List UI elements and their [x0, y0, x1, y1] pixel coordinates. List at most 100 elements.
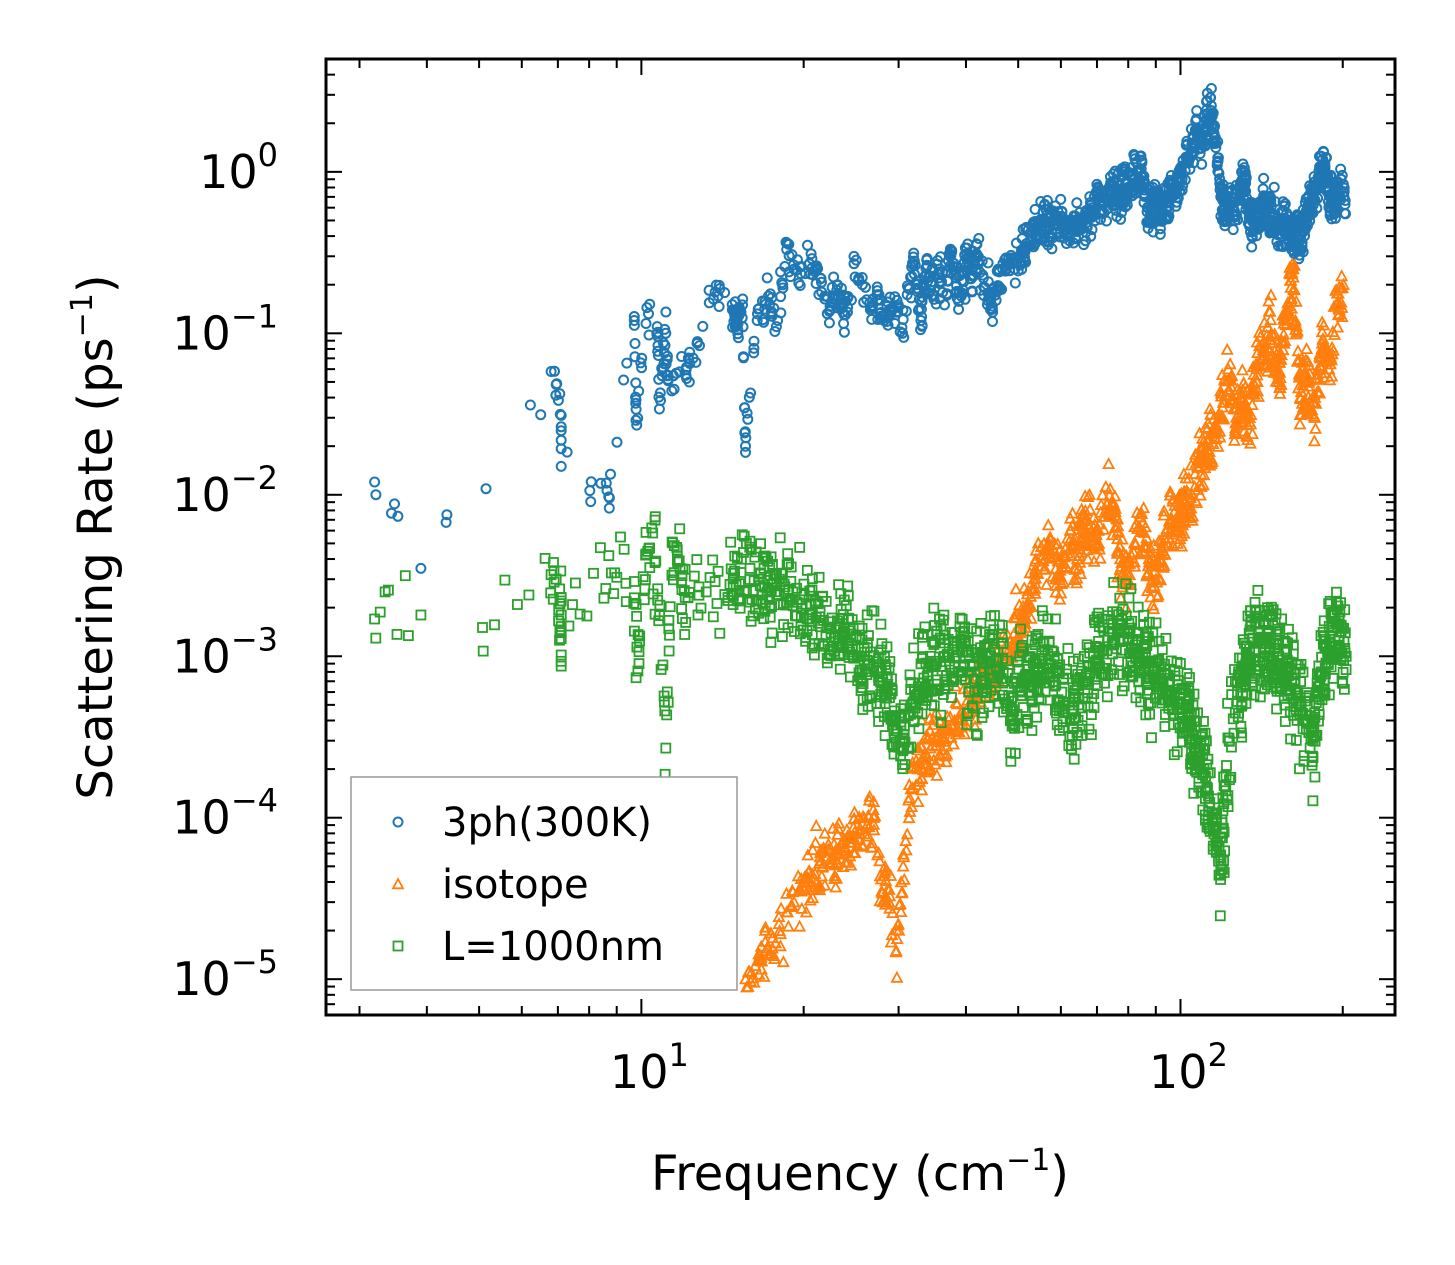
data-point [548, 576, 560, 588]
data-point [555, 649, 567, 661]
data-point [691, 554, 703, 565]
data-point [618, 543, 630, 555]
data-point [1081, 552, 1095, 565]
data-point [1189, 764, 1201, 776]
data-point [935, 709, 947, 721]
data-point [766, 627, 778, 639]
data-point [1009, 256, 1021, 268]
data-point [1263, 619, 1274, 630]
data-point [1287, 282, 1301, 295]
data-point [668, 567, 680, 579]
data-point [944, 260, 956, 272]
data-point [993, 266, 1005, 278]
data-point [574, 608, 586, 620]
data-point [934, 723, 948, 736]
data-point [1108, 668, 1120, 680]
data-point [1193, 488, 1207, 501]
data-point [1276, 335, 1291, 349]
data-point [1190, 115, 1202, 127]
data-point [1308, 421, 1323, 434]
data-point [704, 572, 716, 583]
data-point [932, 734, 947, 747]
data-point [1212, 406, 1226, 420]
data-point [961, 719, 973, 731]
data-point [1037, 206, 1049, 218]
data-point [1012, 265, 1024, 277]
data-point [781, 599, 793, 611]
data-point [1261, 353, 1275, 366]
data-point [766, 292, 778, 304]
data-point [1215, 874, 1226, 885]
data-point [603, 502, 615, 514]
data-point [1175, 539, 1189, 552]
data-point [1218, 207, 1230, 219]
data-point [605, 468, 616, 480]
data-point [832, 290, 844, 302]
data-point [1007, 257, 1019, 269]
data-point [1184, 672, 1195, 683]
data-point [661, 709, 673, 721]
data-point [1037, 562, 1051, 575]
data-point [1155, 661, 1167, 673]
data-point [725, 536, 737, 548]
data-point [830, 857, 844, 870]
data-point [603, 492, 615, 504]
data-point [1261, 625, 1273, 637]
data-point [846, 820, 861, 833]
data-point [1181, 727, 1192, 739]
data-point [663, 615, 675, 626]
data-point [1050, 613, 1061, 625]
data-point [875, 644, 887, 656]
data-point [555, 592, 567, 603]
data-point [794, 542, 806, 553]
data-point [757, 969, 771, 982]
data-point [1182, 138, 1193, 150]
y-tick-label: 10−3 [172, 620, 278, 683]
data-point [629, 351, 641, 363]
data-point [1079, 693, 1091, 704]
data-point [918, 629, 929, 640]
data-point [635, 357, 647, 369]
data-point [758, 920, 773, 933]
data-point [927, 636, 938, 647]
data-point [1097, 522, 1111, 535]
data-point [855, 685, 867, 696]
data-point [1111, 525, 1125, 538]
data-point [1203, 402, 1217, 415]
data-point [1322, 354, 1336, 367]
data-point [995, 638, 1007, 649]
data-point [791, 582, 803, 594]
data-point [795, 901, 809, 914]
data-point [1301, 354, 1315, 367]
data-point [691, 337, 703, 349]
data-point [1191, 105, 1203, 117]
data-point [1314, 150, 1325, 162]
data-point [1034, 539, 1048, 552]
data-point [892, 923, 906, 936]
data-point [1311, 362, 1325, 375]
data-point [630, 391, 642, 403]
data-point [1022, 714, 1033, 725]
data-point [936, 276, 948, 288]
data-point [674, 523, 686, 535]
data-point [932, 753, 946, 766]
data-point [644, 562, 656, 573]
data-point [743, 391, 755, 403]
data-point [477, 645, 489, 657]
data-point [1232, 386, 1246, 399]
data-point [1090, 523, 1104, 536]
data-point [1061, 663, 1073, 675]
data-point [682, 592, 694, 603]
data-point [1292, 352, 1306, 365]
data-point [785, 576, 797, 587]
data-point [1180, 511, 1194, 524]
data-point [846, 614, 858, 625]
data-point [628, 319, 640, 331]
data-point [1275, 240, 1287, 252]
data-point [1043, 533, 1058, 546]
data-point [1244, 408, 1258, 421]
data-point [829, 880, 843, 893]
data-point [1134, 684, 1146, 696]
data-point [894, 904, 908, 917]
data-point [1283, 273, 1297, 286]
